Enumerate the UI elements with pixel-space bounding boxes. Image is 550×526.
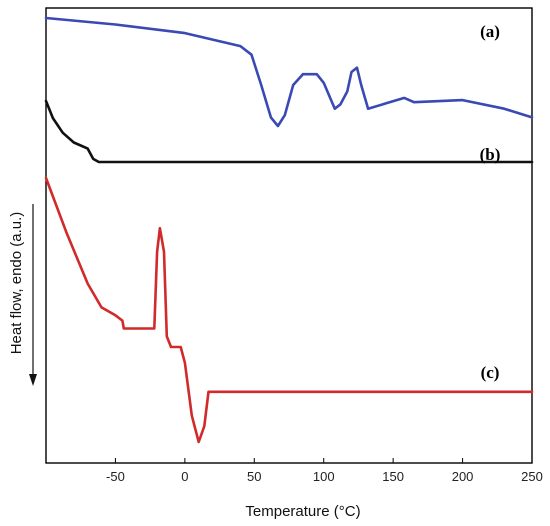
x-tick-labels: -50 0 50 100 150 200 250 — [106, 469, 543, 484]
series-line-1 — [44, 16, 534, 128]
series-line-3 — [44, 176, 534, 444]
chart-series — [44, 16, 534, 444]
chart-axes — [45, 7, 533, 464]
x-tick-label: 0 — [181, 469, 188, 484]
x-tick-label: 150 — [382, 469, 404, 484]
curve-label-2: (b) — [480, 145, 501, 164]
x-tick-label: 100 — [313, 469, 335, 484]
plot-frame — [45, 7, 533, 464]
x-tick-label: 50 — [247, 469, 261, 484]
x-tick-label: -50 — [106, 469, 125, 484]
curve-label-1: (a) — [480, 22, 500, 41]
curve-labels: (a) (b) (c) — [480, 22, 501, 382]
curve-label-3: (c) — [481, 363, 500, 382]
x-tick-label: 200 — [452, 469, 474, 484]
y-axis-arrow — [29, 204, 37, 386]
x-tick-label: 250 — [521, 469, 543, 484]
y-axis-title: Heat flow, endo (a.u.) — [8, 212, 25, 355]
series-line-2 — [44, 99, 534, 164]
x-axis-title: Temperature (°C) — [245, 503, 360, 520]
